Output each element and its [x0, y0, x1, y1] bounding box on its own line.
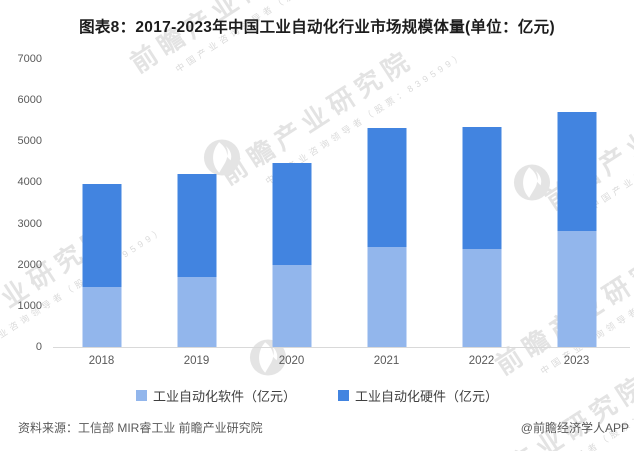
bar-segment-2021-software [367, 247, 406, 347]
y-axis-label-6000: 6000 [17, 94, 42, 107]
bar-group-2020: 2020 [244, 59, 339, 367]
stacked-bar-2020 [272, 163, 311, 347]
x-axis-label-2019: 2019 [183, 355, 210, 367]
bar-segment-2019-hardware [177, 174, 216, 278]
stacked-bar-2022 [462, 126, 501, 347]
y-axis-label-7000: 7000 [17, 53, 42, 65]
bar-segment-2023-software [557, 231, 596, 347]
x-axis-label-2018: 2018 [88, 355, 115, 367]
x-axis-label-2022: 2022 [468, 355, 495, 367]
y-axis: 0 1000 2000 3000 4000 5000 6000 7000 [0, 53, 42, 353]
bar-group-2018: 2018 [54, 59, 149, 367]
legend-label-software: 工业自动化软件（亿元） [152, 389, 296, 404]
legend-swatch-software-icon [135, 390, 147, 401]
bar-segment-2023-hardware [557, 111, 596, 231]
x-axis-label-2021: 2021 [373, 355, 400, 367]
x-axis-label-2023: 2023 [563, 355, 590, 367]
bar-group-2019: 2019 [149, 59, 244, 367]
y-axis-label-2000: 2000 [17, 258, 42, 271]
legend-item-hardware: 工业自动化硬件（亿元） [338, 386, 498, 405]
legend-swatch-hardware-icon [338, 390, 349, 401]
bar-segment-2020-software [272, 264, 311, 347]
credit-note: @前瞻经济学人APP [520, 421, 629, 435]
stacked-bar-2018 [82, 184, 121, 347]
y-axis-label-4000: 4000 [17, 176, 42, 189]
y-axis-label-5000: 5000 [17, 135, 42, 148]
legend-item-software: 工业自动化软件（亿元） [135, 386, 296, 405]
chart-title: 图表8：2017-2023年中国工业自动化行业市场规模体量(单位：亿元) [79, 19, 555, 36]
bar-segment-2018-software [82, 287, 121, 347]
legend-label-hardware: 工业自动化硬件（亿元） [355, 389, 499, 404]
bar-segment-2020-hardware [272, 163, 311, 265]
source-note: 资料来源：工信部 MIR睿工业 前瞻产业研究院 [18, 421, 263, 435]
y-axis-label-1000: 1000 [17, 299, 42, 312]
bar-segment-2021-hardware [367, 128, 406, 247]
footer: 资料来源：工信部 MIR睿工业 前瞻产业研究院 @前瞻经济学人APP [18, 419, 629, 436]
y-axis-label-3000: 3000 [17, 217, 42, 230]
stacked-bar-2019 [177, 174, 216, 347]
bar-segment-2019-software [177, 277, 216, 347]
y-axis-label-0: 0 [35, 341, 42, 353]
bar-group-2023: 2023 [529, 59, 624, 367]
stacked-bar-2021 [367, 128, 406, 347]
bar-group-2021: 2021 [339, 59, 434, 367]
plot-area: 2018 2019 2020 2021 2022 2023 [54, 59, 624, 367]
stacked-bar-2023 [557, 111, 596, 347]
bar-group-2022: 2022 [434, 59, 529, 367]
x-axis-line [53, 347, 630, 348]
bar-segment-2022-software [462, 248, 501, 347]
bar-segment-2018-hardware [82, 184, 121, 288]
bar-segment-2022-hardware [462, 126, 501, 249]
legend: 工业自动化软件（亿元） 工业自动化硬件（亿元） [0, 386, 634, 405]
